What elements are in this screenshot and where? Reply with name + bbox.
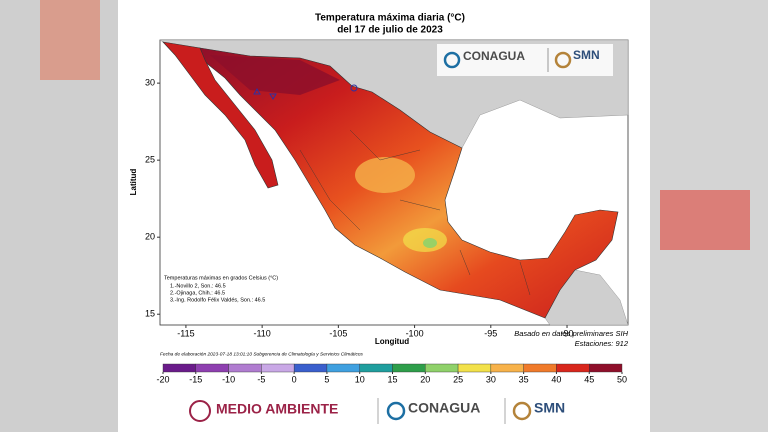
colorbar-tick-label: -20 <box>156 374 169 384</box>
colorbar-swatch <box>425 363 459 373</box>
logo-box <box>437 44 613 76</box>
station-3 <box>269 93 277 100</box>
x-tick-label: -90 <box>561 328 574 338</box>
stations-count: Estaciones: 912 <box>575 339 629 348</box>
station-1 <box>253 88 261 95</box>
colorbar-tick-label: 10 <box>355 374 365 384</box>
y-axis-label: Latitud <box>129 169 138 196</box>
subtitle: del 17 de julio de 2023 <box>337 25 443 36</box>
colorbar-swatch <box>457 363 492 373</box>
colorbar-tick-label: 15 <box>387 374 397 384</box>
legend-item: 3.-Ing. Rodolfo Félix Valdés, Son.: 46.5 <box>170 297 265 303</box>
x-tick-label: -110 <box>253 328 270 338</box>
mild-zone-center <box>355 157 415 193</box>
colorbar-tick-label: 25 <box>453 374 463 384</box>
logos-top: CONAGUA SMN <box>437 44 613 76</box>
station-legend: Temperaturas máximas en grados Celsius (… <box>164 275 278 281</box>
smn-icon-bottom <box>512 401 532 421</box>
conagua-logo: CONAGUA <box>463 49 525 63</box>
colorbar-swatch <box>195 363 229 373</box>
conagua-icon-bottom <box>386 401 406 421</box>
y-tick-label: 20 <box>145 232 155 242</box>
colorbar-tick-label: 50 <box>617 374 627 384</box>
colorbar-tick-label: 5 <box>324 374 329 384</box>
x-tick-label: -105 <box>329 328 347 338</box>
colorbar-tick-label: -10 <box>222 374 235 384</box>
hot-zone-north <box>210 55 340 95</box>
blur-left-map <box>40 0 100 80</box>
footnote: Fecha de elaboración 2023-07-18 13:01:10… <box>160 351 364 357</box>
legend-title: Temperaturas máximas en grados Celsius (… <box>164 275 278 281</box>
station-2 <box>350 84 358 92</box>
smn-logo-bottom: SMN <box>534 400 565 416</box>
colorbar-swatch <box>523 363 557 373</box>
colorbar-swatch <box>589 363 623 373</box>
colorbar-swatch <box>326 363 360 373</box>
colorbar-swatch <box>490 363 524 373</box>
colorbar-swatch <box>261 363 295 373</box>
y-tick-label: 30 <box>145 78 155 88</box>
legend-item: 1.-Novillo 2, Son.: 46.5 <box>170 283 226 289</box>
blur-right-map <box>660 190 750 250</box>
legend-item: 2.-Ojinaga, Chih.: 46.5 <box>170 290 225 296</box>
x-tick-label: -115 <box>177 328 194 338</box>
colorbar-swatch <box>293 363 328 373</box>
colorbar-swatch <box>359 363 393 373</box>
colorbar-tick-label: 45 <box>584 374 594 384</box>
map <box>159 39 629 326</box>
colorbar-tick-label: 35 <box>519 374 529 384</box>
colorbar-tick-label: 40 <box>551 374 561 384</box>
conagua-icon <box>443 51 461 69</box>
logos-bottom: MEDIO AMBIENTE CONAGUA SMN <box>189 398 565 424</box>
colorbar-tick-label: -5 <box>257 374 265 384</box>
colorbar-tick-label: 0 <box>292 374 297 384</box>
x-tick-label: -100 <box>406 328 424 338</box>
medio-ambiente-icon <box>189 400 211 422</box>
colorbar-tick-label: 20 <box>420 374 430 384</box>
x-tick-label: -95 <box>484 328 497 338</box>
colorbar-swatch <box>228 363 262 373</box>
y-tick-label: 15 <box>145 309 155 319</box>
title: Temperatura máxima diaria (°C) <box>315 13 465 24</box>
y-tick-label: 25 <box>145 155 155 165</box>
smn-icon <box>554 51 572 69</box>
cool-zone <box>423 238 437 248</box>
colorbar-swatch <box>556 363 590 373</box>
colorbar-tick-label: -15 <box>189 374 202 384</box>
x-axis-label: Longitud <box>375 337 409 346</box>
baja-california <box>162 41 279 189</box>
note: Basado en datos preliminares SIH <box>514 329 628 338</box>
colorbar-swatch <box>162 363 196 373</box>
medio-ambiente-logo: MEDIO AMBIENTE <box>216 401 338 417</box>
state-borders <box>299 129 531 296</box>
colorbar-tick-label: 30 <box>486 374 496 384</box>
conagua-logo-bottom: CONAGUA <box>408 400 480 416</box>
smn-logo: SMN <box>573 48 600 62</box>
colorbar-swatch <box>392 363 426 373</box>
